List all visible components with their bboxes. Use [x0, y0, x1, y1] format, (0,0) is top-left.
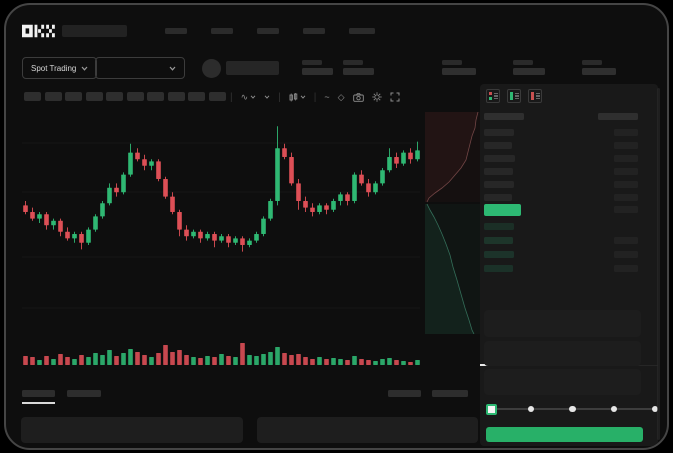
camera-icon[interactable]	[352, 92, 364, 102]
stat-pair-placeholder	[513, 60, 545, 75]
bottom-panel-right[interactable]	[257, 417, 478, 443]
ask-row[interactable]	[484, 153, 654, 165]
depth-chart[interactable]	[425, 112, 480, 334]
book-bids-only-icon[interactable]	[507, 89, 521, 103]
toolbar-button-placeholder[interactable]	[147, 92, 164, 101]
ask-row[interactable]	[484, 166, 654, 178]
chevron-down-icon	[169, 66, 176, 71]
daily-stats-group	[442, 60, 616, 75]
bottom-tab-placeholder[interactable]	[388, 390, 421, 397]
slider-stop[interactable]	[528, 405, 535, 412]
toolbar-button-placeholder[interactable]	[24, 92, 41, 101]
price-input[interactable]	[484, 310, 641, 337]
price-chart[interactable]	[22, 113, 420, 333]
volume-chart[interactable]	[22, 338, 420, 365]
chart-style-icon[interactable]	[289, 92, 306, 102]
panel-scrollbar[interactable]	[657, 88, 660, 440]
order-book-header[interactable]	[484, 111, 654, 123]
last-price-row[interactable]	[484, 204, 654, 216]
bottom-tab-active-indicator	[22, 402, 55, 404]
bid-row[interactable]	[484, 263, 654, 275]
nav-item-placeholder[interactable]	[211, 28, 233, 34]
top-nav-items	[165, 28, 375, 34]
ask-row[interactable]	[484, 179, 654, 191]
toolbar-button-placeholder[interactable]	[126, 92, 144, 101]
toolbar-button-placeholder[interactable]	[44, 92, 62, 101]
ask-row[interactable]	[484, 140, 654, 152]
stat-pair-placeholder	[582, 60, 616, 75]
amount-slider[interactable]	[486, 403, 659, 415]
bid-row[interactable]	[484, 221, 654, 233]
chevron-down-icon	[250, 95, 256, 99]
buy-submit-button[interactable]	[486, 427, 643, 442]
nav-search-placeholder[interactable]	[62, 25, 127, 37]
chevron-down-icon	[81, 66, 88, 71]
order-book-header-right	[484, 111, 654, 123]
bottom-tab-placeholder[interactable]	[22, 390, 55, 397]
pair-select-dropdown[interactable]	[95, 57, 185, 79]
order-book-panel: Buy Sell	[480, 84, 660, 446]
indicator-wave-icon[interactable]: ∿	[241, 92, 257, 103]
compare-diamond-icon[interactable]: ◇	[337, 91, 345, 102]
settings-gear-icon[interactable]	[371, 92, 382, 102]
divider: |	[278, 91, 281, 103]
toolbar-button-placeholder[interactable]	[85, 92, 103, 101]
slider-stop[interactable]	[569, 405, 576, 412]
price-stats-group	[302, 60, 374, 75]
toolbar-button-placeholder[interactable]	[208, 92, 226, 101]
fullscreen-icon[interactable]	[390, 92, 400, 102]
chevron-down-icon	[300, 95, 306, 99]
order-book-mode-icons	[486, 89, 542, 103]
nav-item-placeholder[interactable]	[257, 28, 279, 34]
slider-stop[interactable]	[651, 405, 659, 412]
divider: |	[230, 91, 233, 103]
device-frame: Spot Trading | ∿ | | ~ ◇	[4, 3, 669, 450]
toolbar-button-placeholder[interactable]	[167, 92, 185, 101]
bottom-tab-placeholder[interactable]	[432, 390, 468, 397]
ask-row[interactable]	[484, 127, 654, 139]
stat-pair-placeholder	[343, 60, 374, 75]
slider-stop[interactable]	[610, 405, 617, 412]
stat-pair-placeholder	[442, 60, 476, 75]
bottom-left-tabs	[22, 390, 101, 397]
chevron-down-icon[interactable]	[264, 95, 270, 99]
bid-row[interactable]	[484, 235, 654, 247]
nav-item-placeholder[interactable]	[303, 28, 325, 34]
market-type-selector[interactable]: Spot Trading	[22, 57, 98, 79]
book-asks-only-icon[interactable]	[528, 89, 542, 103]
stat-pair-placeholder	[302, 60, 333, 75]
toolbar-button-placeholder[interactable]	[106, 92, 123, 101]
pair-name-placeholder	[226, 61, 279, 75]
nav-item-placeholder[interactable]	[165, 28, 187, 34]
amount-input[interactable]	[484, 341, 641, 366]
bottom-right-tabs	[388, 390, 468, 397]
market-type-label: Spot Trading	[31, 63, 77, 73]
ask-row[interactable]	[484, 192, 654, 204]
nav-item-placeholder[interactable]	[349, 28, 375, 34]
okx-logo[interactable]	[22, 24, 56, 38]
book-both-sides-icon[interactable]	[486, 89, 500, 103]
toolbar-button-placeholder[interactable]	[65, 92, 82, 101]
coin-avatar	[202, 59, 221, 78]
line-tool-icon[interactable]: ~	[324, 92, 330, 102]
slider-handle[interactable]	[486, 404, 497, 415]
bottom-panel-left[interactable]	[21, 417, 243, 443]
bottom-tab-placeholder[interactable]	[67, 390, 101, 397]
toolbar-button-placeholder[interactable]	[188, 92, 205, 101]
bid-row[interactable]	[484, 249, 654, 261]
chart-toolbar-placeholders	[24, 92, 226, 101]
chart-toolbar-icons: | ∿ | | ~ ◇	[230, 90, 400, 104]
total-input[interactable]	[484, 369, 641, 395]
divider: |	[313, 91, 317, 103]
